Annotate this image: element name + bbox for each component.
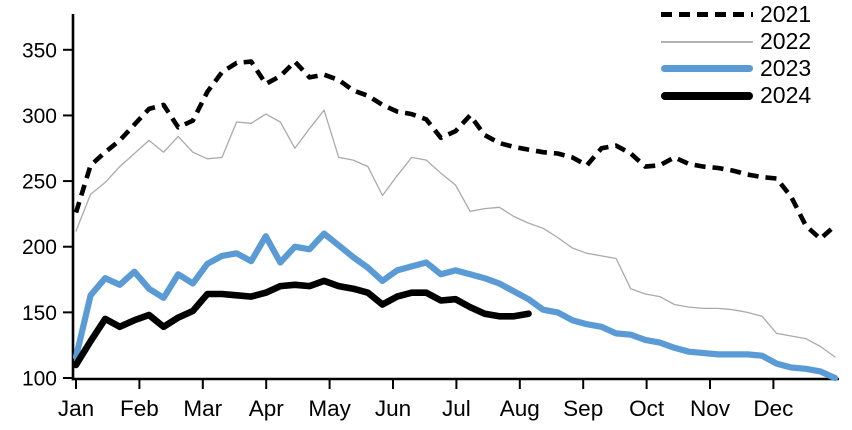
series-line-2023 [72,230,839,382]
y-tick-label-300: 300 [22,105,57,128]
x-tick-label-dec: Dec [753,396,793,421]
legend-item-2021: 2021 [661,1,811,28]
y-tick-label-200: 200 [22,236,57,259]
series-line-2022 [75,109,836,358]
x-tick-label-jun: Jun [375,396,411,421]
y-tick-label-250: 250 [22,171,57,194]
legend-label-2021: 2021 [760,1,812,27]
legend-dashed-line-icon [661,12,753,17]
legend-label-2022: 2022 [760,28,812,54]
x-tick-label-oct: Oct [629,396,665,421]
legend-blue-line-icon [661,65,753,72]
y-tick-label-150: 150 [22,302,57,325]
series-line-2021 [73,59,837,242]
x-tick-label-may: May [308,396,351,421]
series-line-2024 [72,277,532,369]
legend-label-2024: 2024 [760,82,812,108]
y-tick-label-100: 100 [22,368,57,391]
y-tick-label-350: 350 [22,39,57,62]
x-tick-label-nov: Nov [690,396,731,421]
x-tick-label-apr: Apr [249,396,285,421]
x-tick-label-mar: Mar [183,396,222,421]
legend-item-2023: 2023 [661,55,811,82]
legend-black-line-icon [661,91,753,100]
x-tick-label-feb: Feb [120,396,159,421]
legend-item-2024: 2024 [661,82,811,109]
x-tick-label-sep: Sep [563,396,603,421]
x-tick-label-jan: Jan [58,396,94,421]
legend-label-2023: 2023 [760,55,812,81]
legend: 2021 2022 2023 2024 [661,1,811,109]
legend-thin-line-icon [661,40,753,43]
x-tick-label-jul: Jul [442,396,471,421]
x-tick-label-aug: Aug [500,396,540,421]
legend-item-2022: 2022 [661,28,811,55]
